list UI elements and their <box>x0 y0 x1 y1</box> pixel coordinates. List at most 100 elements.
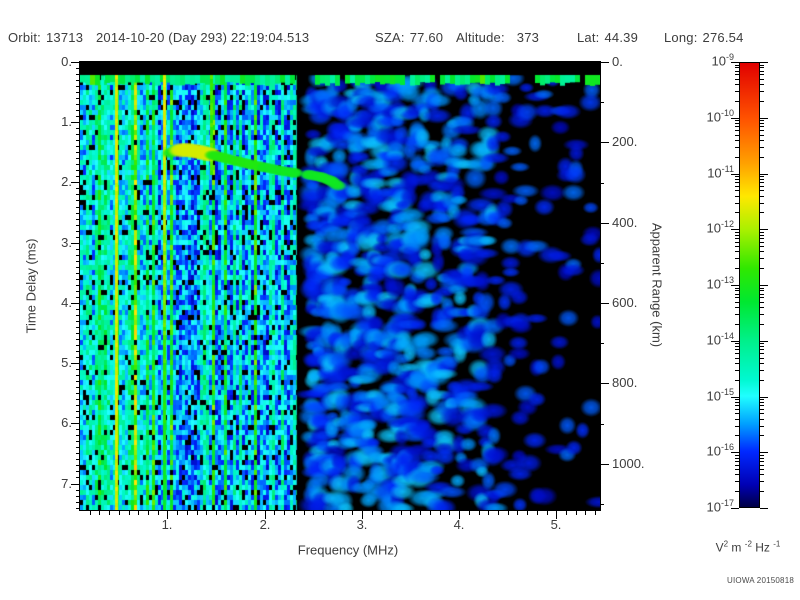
y-left-minor-tick <box>76 267 80 268</box>
y-right-major-tick <box>600 303 609 304</box>
colorbar-major-tick <box>760 452 768 453</box>
x-minor-tick <box>294 510 295 515</box>
colorbar-minor-tick <box>760 455 764 456</box>
colorbar-minor-tick <box>760 203 764 204</box>
y-left-minor-tick <box>76 297 80 298</box>
colorbar-minor-tick <box>760 294 764 295</box>
y-left-minor-tick <box>76 140 80 141</box>
colorbar-minor-tick <box>760 157 764 158</box>
y-left-minor-tick <box>76 351 80 352</box>
colorbar-major-tick <box>731 285 739 286</box>
colorbar-minor-tick <box>760 399 764 400</box>
colorbar-minor-tick <box>760 179 764 180</box>
y-left-minor-tick <box>76 146 80 147</box>
colorbar-minor-tick <box>760 402 764 403</box>
x-tick-label: 1. <box>161 517 173 532</box>
colorbar-minor-tick <box>760 363 764 364</box>
x-minor-tick <box>391 510 392 515</box>
colorbar-major-tick <box>731 174 739 175</box>
colorbar-minor-tick <box>760 242 764 243</box>
x-minor-tick <box>517 510 518 515</box>
x-minor-tick <box>90 510 91 515</box>
y-left-minor-tick <box>76 86 80 87</box>
colorbar-minor-tick <box>735 465 739 466</box>
y-left-minor-tick <box>76 200 80 201</box>
x-minor-tick <box>323 510 324 515</box>
colorbar-minor-tick <box>760 235 764 236</box>
x-major-tick <box>459 510 460 519</box>
colorbar-minor-tick <box>735 101 739 102</box>
colorbar-minor-tick <box>760 130 764 131</box>
y-left-minor-tick <box>76 291 80 292</box>
colorbar-gradient <box>739 62 760 508</box>
x-minor-tick <box>498 510 499 515</box>
y-left-minor-tick <box>76 393 80 394</box>
y-left-minor-tick <box>76 477 80 478</box>
x-tick-label: 5. <box>550 517 562 532</box>
y-right-tick-label: 600. <box>612 295 638 310</box>
y-left-major-tick <box>71 363 80 364</box>
colorbar-minor-tick <box>760 481 764 482</box>
y-right-major-tick <box>600 464 609 465</box>
colorbar-minor-tick <box>735 84 739 85</box>
colorbar-minor-tick <box>735 71 739 72</box>
y-left-minor-tick <box>76 375 80 376</box>
credit-text: UIOWA 20150818 <box>727 576 794 585</box>
x-minor-tick <box>333 510 334 515</box>
x-minor-tick <box>595 510 596 515</box>
y-left-minor-tick <box>76 453 80 454</box>
y-left-tick-label: 2. <box>61 174 72 189</box>
colorbar-minor-tick <box>735 65 739 66</box>
colorbar-minor-tick <box>735 491 739 492</box>
colorbar-tick-label: 10-13 <box>706 275 734 292</box>
y-left-minor-tick <box>76 369 80 370</box>
colorbar-major-tick <box>760 341 768 342</box>
colorbar-minor-tick <box>735 246 739 247</box>
colorbar-minor-tick <box>735 481 739 482</box>
colorbar-major-tick <box>731 508 739 509</box>
colorbar-minor-tick <box>735 67 739 68</box>
colorbar-minor-tick <box>760 79 764 80</box>
colorbar-minor-tick <box>735 290 739 291</box>
colorbar-minor-tick <box>735 380 739 381</box>
y-left-minor-tick <box>76 411 80 412</box>
colorbar-minor-tick <box>760 343 764 344</box>
y-left-minor-tick <box>76 345 80 346</box>
y-left-minor-tick <box>76 80 80 81</box>
colorbar-minor-tick <box>735 242 739 243</box>
sza-label: SZA: <box>375 30 405 45</box>
y-left-minor-tick <box>76 333 80 334</box>
x-minor-tick <box>148 510 149 515</box>
x-minor-tick <box>99 510 100 515</box>
colorbar-minor-tick <box>760 491 764 492</box>
x-minor-tick <box>401 510 402 515</box>
y-left-minor-tick <box>76 68 80 69</box>
y-left-minor-tick <box>76 417 80 418</box>
colorbar-minor-tick <box>735 426 739 427</box>
colorbar-major-tick <box>731 341 739 342</box>
colorbar-minor-tick <box>735 186 739 187</box>
header-field-lat: Lat: 44.39 <box>577 30 638 45</box>
colorbar-minor-tick <box>760 314 764 315</box>
colorbar-minor-tick <box>760 186 764 187</box>
colorbar-minor-tick <box>735 353 739 354</box>
x-tick-label: 3. <box>356 517 368 532</box>
y-left-minor-tick <box>76 74 80 75</box>
colorbar-minor-tick <box>735 232 739 233</box>
colorbar-minor-tick <box>735 370 739 371</box>
x-major-tick <box>265 510 266 519</box>
y-left-major-tick <box>71 62 80 63</box>
colorbar-minor-tick <box>735 140 739 141</box>
colorbar-minor-tick <box>735 474 739 475</box>
y-left-minor-tick <box>76 273 80 274</box>
y-left-major-tick <box>71 484 80 485</box>
y-left-tick-label: 5. <box>61 355 72 370</box>
x-major-tick <box>556 510 557 519</box>
x-minor-tick <box>488 510 489 515</box>
colorbar-minor-tick <box>760 135 764 136</box>
y-left-minor-tick <box>76 134 80 135</box>
y-left-minor-tick <box>76 381 80 382</box>
y-left-minor-tick <box>76 321 80 322</box>
y-left-minor-tick <box>76 219 80 220</box>
x-minor-tick <box>274 510 275 515</box>
